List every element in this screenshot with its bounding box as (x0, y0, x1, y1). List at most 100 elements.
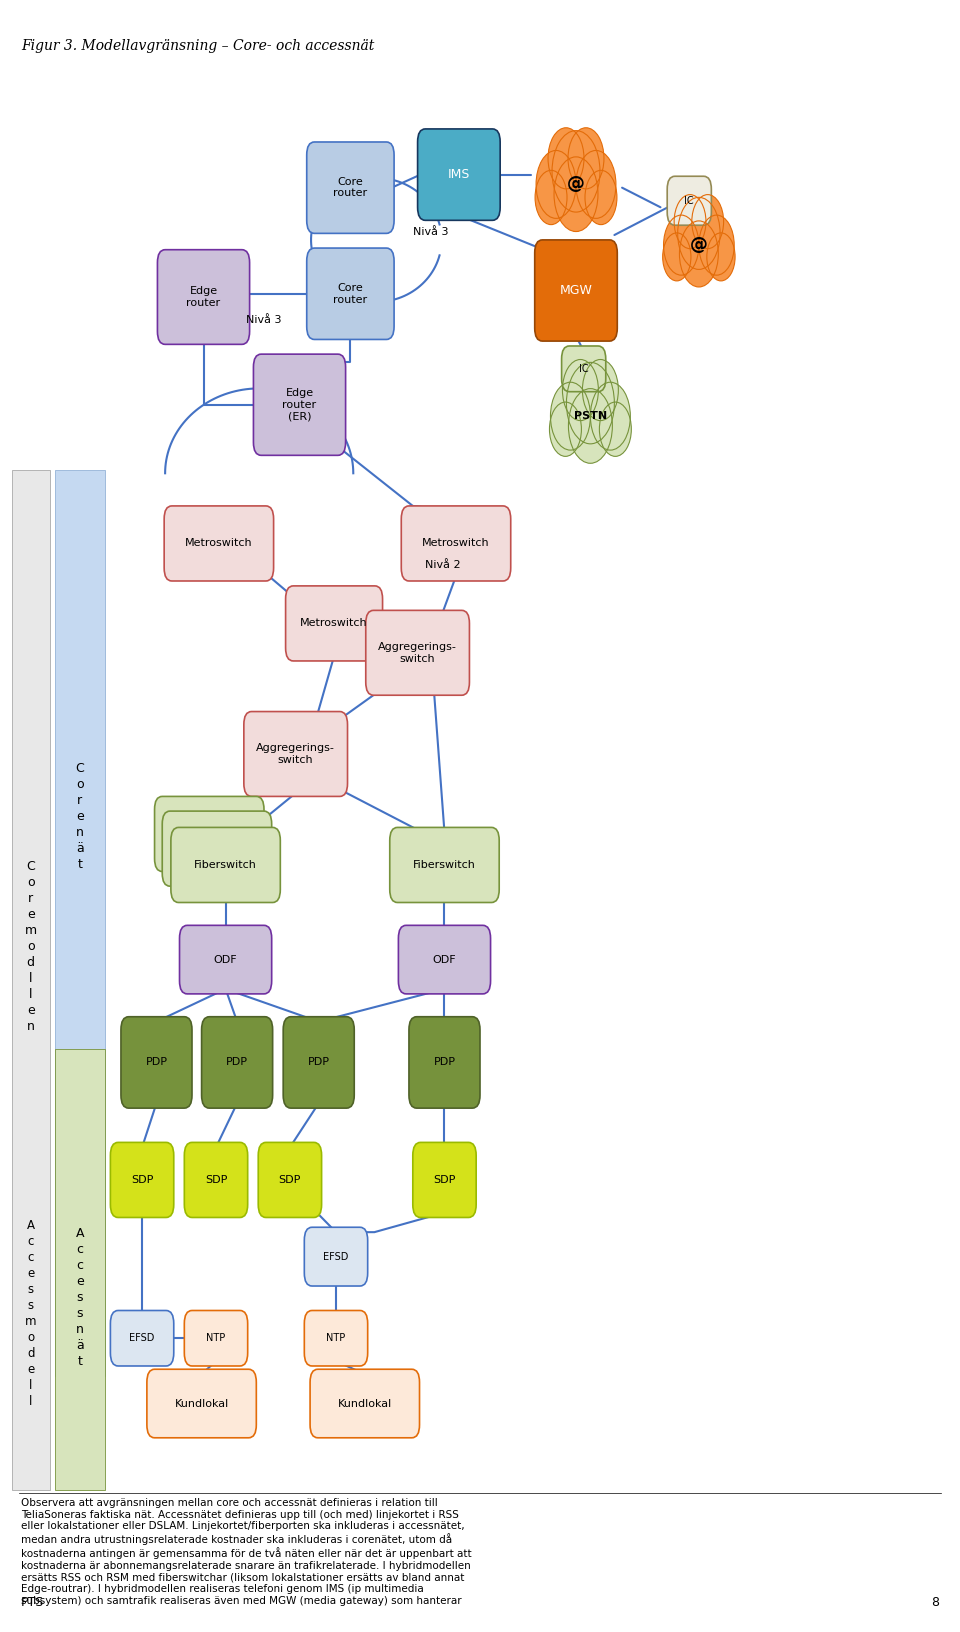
FancyBboxPatch shape (413, 1142, 476, 1217)
FancyBboxPatch shape (202, 1017, 273, 1108)
FancyBboxPatch shape (258, 1142, 322, 1217)
Text: Fiberswitch: Fiberswitch (413, 860, 476, 870)
Circle shape (548, 127, 584, 189)
Circle shape (707, 233, 735, 281)
FancyBboxPatch shape (310, 1369, 420, 1438)
FancyBboxPatch shape (398, 925, 491, 994)
Circle shape (549, 401, 582, 457)
Circle shape (680, 220, 718, 287)
FancyBboxPatch shape (244, 712, 348, 796)
Text: Kundlokal: Kundlokal (175, 1399, 228, 1408)
Text: Edge
router: Edge router (186, 286, 221, 308)
Text: 8: 8 (931, 1596, 939, 1609)
Bar (55, 1049, 105, 1490)
Text: SDP: SDP (131, 1175, 154, 1185)
Text: A
c
c
e
s
s
n
ä
t: A c c e s s n ä t (76, 1227, 84, 1368)
Text: IC: IC (684, 196, 694, 206)
Text: A
c
c
e
s
s
m
o
d
e
l
l: A c c e s s m o d e l l (25, 1219, 36, 1408)
Text: IMS: IMS (447, 168, 470, 181)
Text: Metroswitch: Metroswitch (422, 539, 490, 548)
FancyBboxPatch shape (184, 1310, 248, 1366)
Text: Metroswitch: Metroswitch (185, 539, 252, 548)
Text: Fiberswitch: Fiberswitch (194, 860, 257, 870)
Circle shape (583, 359, 618, 421)
FancyBboxPatch shape (164, 506, 274, 581)
FancyBboxPatch shape (157, 250, 250, 344)
FancyBboxPatch shape (180, 925, 272, 994)
Circle shape (568, 388, 612, 463)
FancyBboxPatch shape (307, 142, 395, 233)
Circle shape (585, 170, 617, 225)
Text: @: @ (690, 237, 708, 255)
Text: Metroswitch: Metroswitch (300, 619, 368, 628)
Text: ODF: ODF (214, 955, 237, 965)
FancyBboxPatch shape (307, 248, 395, 339)
Circle shape (550, 382, 590, 450)
Text: NTP: NTP (206, 1333, 226, 1343)
Circle shape (699, 215, 734, 276)
FancyBboxPatch shape (253, 354, 346, 455)
Text: Figur 3. Modellavgränsning – Core- och accessnät: Figur 3. Modellavgränsning – Core- och a… (21, 39, 374, 52)
FancyBboxPatch shape (667, 176, 711, 225)
FancyBboxPatch shape (110, 1310, 174, 1366)
Text: SDP: SDP (278, 1175, 301, 1185)
Circle shape (535, 170, 567, 225)
Text: MGW: MGW (560, 284, 592, 297)
Text: C
o
r
e
n
ä
t: C o r e n ä t (75, 762, 84, 870)
Text: EFSD: EFSD (130, 1333, 155, 1343)
FancyBboxPatch shape (418, 129, 500, 220)
Text: NTP: NTP (326, 1333, 346, 1343)
Text: PTS: PTS (21, 1596, 44, 1609)
Text: SDP: SDP (433, 1175, 456, 1185)
FancyBboxPatch shape (304, 1310, 368, 1366)
Circle shape (674, 194, 706, 248)
Text: EFSD: EFSD (324, 1252, 348, 1262)
Circle shape (662, 233, 691, 281)
Circle shape (678, 197, 720, 269)
Bar (12, 470, 50, 1490)
FancyBboxPatch shape (184, 1142, 248, 1217)
Text: Kundlokal: Kundlokal (338, 1399, 392, 1408)
FancyBboxPatch shape (155, 796, 264, 871)
Text: C
o
r
e
m
o
d
l
l
e
n: C o r e m o d l l e n (25, 860, 36, 1033)
FancyBboxPatch shape (366, 610, 469, 695)
Text: Aggregerings-
switch: Aggregerings- switch (256, 743, 335, 765)
Text: PDP: PDP (434, 1058, 455, 1067)
Text: Observera att avgränsningen mellan core och accessnät definieras i relation till: Observera att avgränsningen mellan core … (21, 1498, 471, 1606)
FancyBboxPatch shape (304, 1227, 368, 1286)
Circle shape (568, 127, 604, 189)
Circle shape (576, 150, 616, 219)
Text: ODF: ODF (433, 955, 456, 965)
Circle shape (552, 131, 600, 212)
Circle shape (692, 194, 724, 248)
FancyBboxPatch shape (535, 240, 617, 341)
Text: Core
router: Core router (333, 282, 368, 305)
FancyBboxPatch shape (162, 811, 272, 886)
Text: PDP: PDP (308, 1058, 329, 1067)
FancyBboxPatch shape (286, 586, 382, 661)
Text: Core
router: Core router (333, 176, 368, 199)
FancyBboxPatch shape (147, 1369, 256, 1438)
FancyBboxPatch shape (171, 827, 280, 902)
Circle shape (590, 382, 631, 450)
Circle shape (563, 359, 598, 421)
Circle shape (566, 362, 614, 444)
FancyBboxPatch shape (409, 1017, 480, 1108)
Text: PSTN: PSTN (574, 411, 607, 421)
Circle shape (663, 215, 699, 276)
Text: IC: IC (579, 364, 588, 374)
FancyBboxPatch shape (283, 1017, 354, 1108)
Text: Aggregerings-
switch: Aggregerings- switch (378, 641, 457, 664)
FancyBboxPatch shape (401, 506, 511, 581)
FancyBboxPatch shape (390, 827, 499, 902)
FancyBboxPatch shape (110, 1142, 174, 1217)
Text: SDP: SDP (204, 1175, 228, 1185)
Bar (55, 470, 105, 1376)
FancyBboxPatch shape (121, 1017, 192, 1108)
Circle shape (536, 150, 576, 219)
FancyBboxPatch shape (562, 346, 606, 392)
Circle shape (599, 401, 632, 457)
Text: Nivå 3: Nivå 3 (413, 227, 448, 237)
Text: PDP: PDP (146, 1058, 167, 1067)
Text: @: @ (567, 175, 585, 194)
